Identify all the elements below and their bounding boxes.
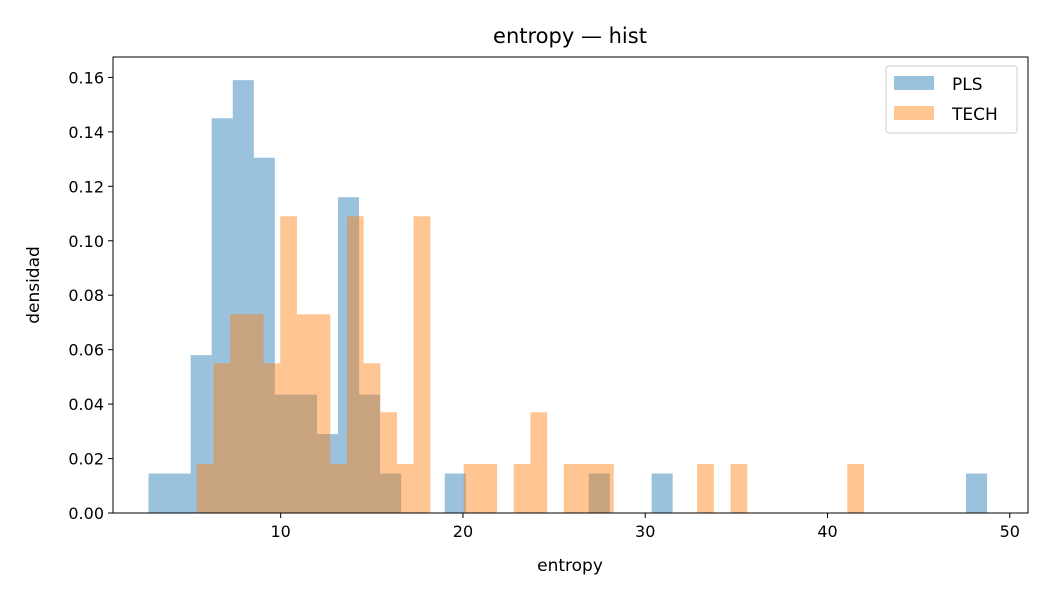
bar-pls-12 [444,473,466,513]
x-tick-label-30: 30 [635,522,655,541]
bar-pls-3 [211,118,233,513]
y-tick-label-0.04: 0.04 [68,395,104,414]
bar-pls-15 [966,473,988,513]
y-tick-label-0.00: 0.00 [68,504,104,523]
bar-pls-9 [338,197,360,513]
x-axis-label: entropy [537,556,603,576]
bar-pls-4 [232,80,254,513]
bar-pls-5 [253,157,275,514]
bar-tech-22 [730,464,748,513]
bar-tech-4 [263,363,281,513]
bar-tech-16 [513,464,531,513]
bar-tech-1 [213,363,231,513]
bar-tech-6 [296,314,314,513]
bar-tech-23 [847,464,864,513]
bar-tech-20 [597,464,614,513]
bar-tech-19 [580,464,598,513]
legend-label-pls: PLS [952,75,983,95]
legend: PLS TECH [885,65,1018,134]
bar-pls-14 [651,473,673,513]
bar-tech-14 [463,464,481,513]
bar-pls-1 [169,473,191,513]
bar-pls-10 [359,394,381,513]
x-tick-label-10: 10 [271,522,291,541]
bar-pls-6 [274,394,296,513]
chart-title: entropy — hist [493,24,647,48]
y-tick-label-0.08: 0.08 [68,286,104,305]
bar-tech-0 [196,464,214,513]
bars-pls [148,80,988,514]
bar-pls-11 [380,473,402,513]
y-tick-label-0.14: 0.14 [68,123,104,142]
legend-box [885,65,1018,134]
bar-tech-12 [396,464,414,513]
bar-tech-3 [246,314,264,513]
bar-tech-11 [380,412,397,513]
bar-tech-9 [346,216,364,513]
axes-frame [112,56,1029,514]
bar-tech-13 [413,216,431,513]
y-tick-label-0.10: 0.10 [68,232,104,251]
y-tick-label-0.12: 0.12 [68,177,104,196]
x-tick-label-40: 40 [817,522,837,541]
x-axis-ticks: 10 20 30 40 50 [271,513,1020,541]
bar-tech-17 [530,412,548,513]
bar-tech-8 [330,464,347,513]
legend-swatch-tech [894,106,934,120]
bar-tech-7 [313,314,331,513]
legend-label-tech: TECH [951,105,998,125]
y-axis-ticks: 0.00 0.02 0.04 0.06 0.08 0.10 0.12 0.14 0.16 [68,68,113,523]
bar-pls-8 [316,434,339,513]
bar-pls-13 [588,473,610,513]
y-tick-label-0.02: 0.02 [68,450,104,469]
bar-pls-0 [148,473,170,513]
y-axis-label: densidad [24,246,44,324]
bar-tech-18 [563,464,581,513]
x-tick-label-50: 50 [1000,522,1020,541]
bars-tech [196,216,864,513]
bar-tech-21 [697,464,714,513]
bar-pls-2 [190,355,212,513]
y-tick-label-0.16: 0.16 [68,68,104,87]
legend-swatch-pls [894,76,934,90]
bar-tech-5 [280,216,297,513]
bar-tech-10 [363,363,381,513]
bar-tech-15 [480,464,498,513]
y-tick-label-0.06: 0.06 [68,341,104,360]
bar-tech-2 [230,314,247,513]
x-tick-label-20: 20 [453,522,473,541]
bar-pls-7 [295,394,317,513]
